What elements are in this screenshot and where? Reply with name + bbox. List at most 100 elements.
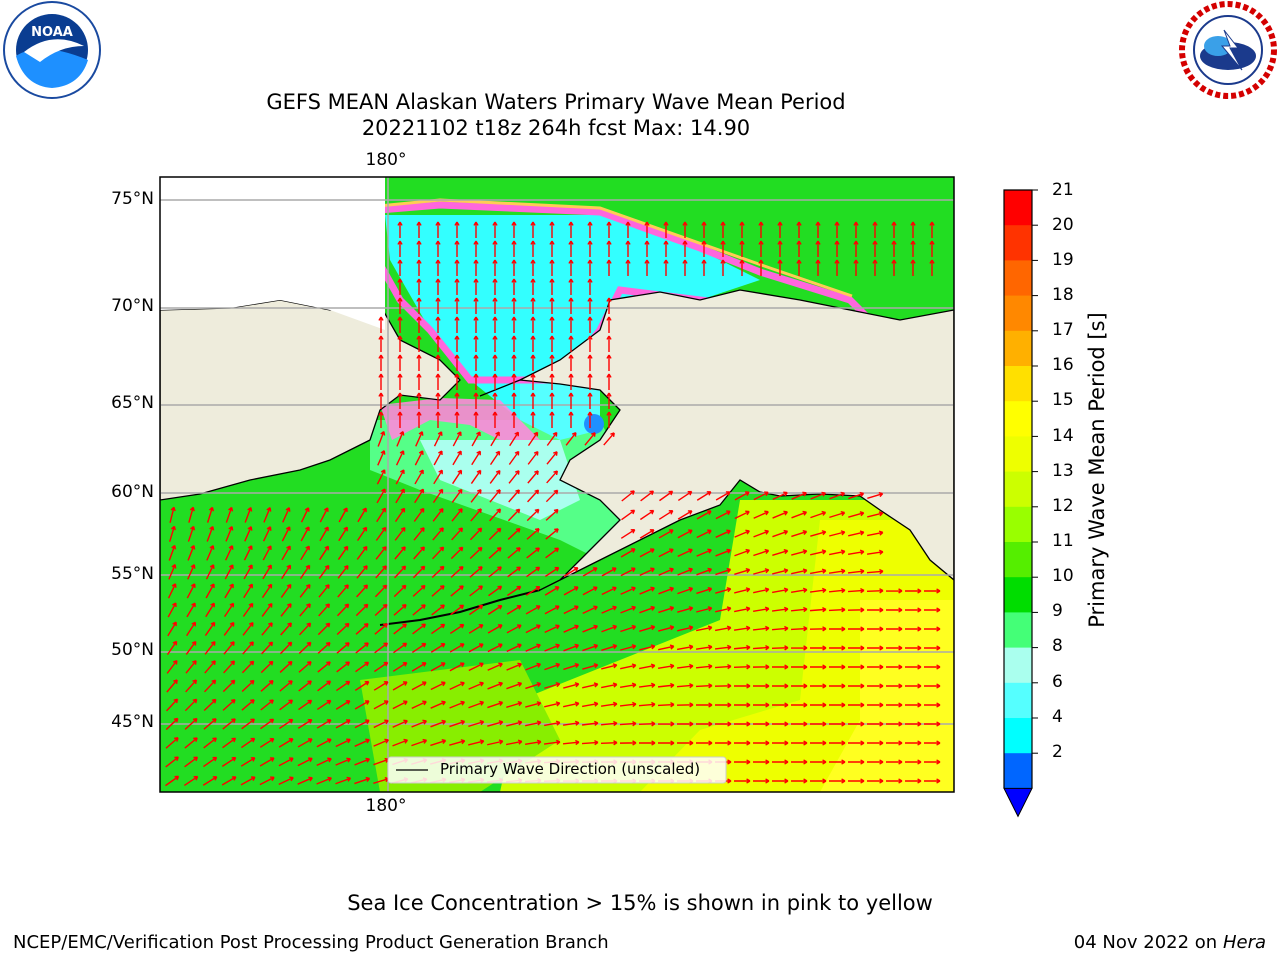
wave-arrow xyxy=(184,698,198,712)
wave-arrow xyxy=(167,602,177,618)
colorbar-segment xyxy=(1004,190,1032,226)
wave-arrow xyxy=(848,721,865,727)
wave-arrow xyxy=(430,662,446,672)
wave-arrow xyxy=(810,683,827,689)
wave-arrow xyxy=(625,221,631,238)
wave-arrow xyxy=(563,624,579,633)
wave-arrow xyxy=(924,664,941,670)
wave-arrow xyxy=(473,373,479,390)
wave-arrow xyxy=(790,645,808,651)
wave-arrow xyxy=(242,622,254,636)
wave-arrow xyxy=(544,605,560,615)
wave-arrow xyxy=(377,430,386,447)
wave-arrow xyxy=(772,664,789,670)
wave-arrow xyxy=(473,221,479,238)
wave-arrow xyxy=(319,507,329,523)
wave-arrow xyxy=(451,508,463,522)
wave-arrow xyxy=(562,739,580,746)
wave-arrow xyxy=(186,583,196,599)
wave-arrow xyxy=(734,606,751,613)
wave-arrow xyxy=(791,549,808,556)
wave-arrow xyxy=(568,354,574,371)
wave-arrow xyxy=(563,605,579,615)
wave-arrow xyxy=(416,316,422,333)
wave-arrow xyxy=(924,607,941,613)
wave-arrow xyxy=(508,450,520,465)
wave-arrow xyxy=(810,549,827,556)
wave-arrow xyxy=(867,664,884,670)
wave-arrow xyxy=(168,525,176,542)
lat-label-75: 75°N xyxy=(111,189,154,209)
wave-arrow xyxy=(809,587,827,594)
wave-arrow xyxy=(682,240,688,257)
colorbar-tick-11: 11 xyxy=(1052,531,1074,551)
lat-label-65: 65°N xyxy=(111,393,154,413)
wave-arrow xyxy=(524,739,542,745)
wave-arrow xyxy=(734,529,750,538)
wave-arrow xyxy=(847,568,865,575)
wave-arrow xyxy=(886,721,903,727)
wave-arrow xyxy=(262,564,272,580)
wave-arrow xyxy=(701,259,707,276)
wave-arrow xyxy=(848,778,865,784)
wave-arrow xyxy=(259,776,275,786)
wave-arrow xyxy=(299,622,312,636)
wave-arrow xyxy=(357,507,367,523)
wave-arrow xyxy=(261,641,274,655)
wave-arrow xyxy=(791,529,808,538)
wave-arrow xyxy=(394,565,407,579)
wave-arrow xyxy=(753,529,770,538)
wave-arrow xyxy=(222,698,236,711)
wave-arrow xyxy=(659,490,674,502)
wave-arrow xyxy=(165,737,179,749)
wave-arrow xyxy=(734,491,750,501)
wave-arrow xyxy=(848,759,865,765)
wave-arrow xyxy=(829,549,846,556)
wave-arrow xyxy=(543,739,561,745)
wave-arrow xyxy=(715,587,732,594)
wave-arrow xyxy=(791,740,808,746)
wave-arrow xyxy=(470,508,482,522)
wave-arrow xyxy=(261,583,273,599)
wave-arrow xyxy=(658,529,674,539)
wave-arrow xyxy=(753,759,770,765)
wave-arrow xyxy=(203,737,217,749)
wave-arrow xyxy=(657,702,675,708)
wave-arrow xyxy=(397,373,403,390)
date-stamp: 04 Nov 2022 on Hera xyxy=(1074,932,1266,953)
wave-arrow xyxy=(375,546,387,560)
wave-arrow xyxy=(355,622,369,635)
wave-arrow xyxy=(828,568,846,574)
wave-arrow xyxy=(891,221,897,238)
wave-arrow xyxy=(470,469,482,484)
wave-arrow xyxy=(376,507,386,523)
lat-label-55: 55°N xyxy=(111,564,154,584)
wave-arrow xyxy=(752,664,770,670)
wave-arrow xyxy=(772,491,788,501)
wave-arrow xyxy=(224,583,234,599)
wave-arrow xyxy=(279,699,294,711)
wave-arrow xyxy=(492,240,498,257)
wave-arrow xyxy=(166,679,178,693)
wave-arrow xyxy=(435,259,441,276)
wave-arrow xyxy=(810,664,827,670)
wave-arrow xyxy=(639,663,656,670)
wave-arrow xyxy=(507,547,521,559)
wave-arrow xyxy=(886,759,903,765)
wave-arrow xyxy=(677,644,694,651)
colorbar-tick-19: 19 xyxy=(1052,250,1074,270)
wave-arrow xyxy=(262,545,272,561)
wave-arrow xyxy=(435,316,441,333)
wave-arrow xyxy=(416,335,422,352)
wave-arrow xyxy=(568,392,574,409)
wave-arrow xyxy=(411,662,427,672)
wave-arrow xyxy=(318,584,330,598)
wave-arrow xyxy=(204,621,216,636)
wave-arrow xyxy=(468,681,484,690)
nws-logo xyxy=(1178,0,1280,100)
wave-arrow xyxy=(549,278,555,295)
wave-arrow xyxy=(790,587,808,593)
wave-arrow xyxy=(492,392,498,409)
wave-arrow xyxy=(354,680,370,691)
